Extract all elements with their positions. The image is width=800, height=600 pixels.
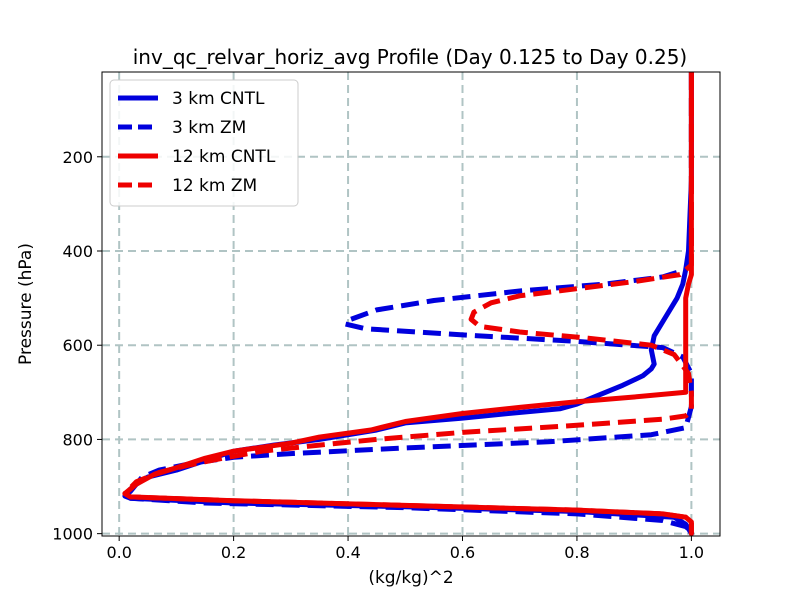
x-tick-label: 0.8 xyxy=(564,543,589,562)
x-tick-label: 0.6 xyxy=(450,543,475,562)
x-tick-label: 0.0 xyxy=(106,543,131,562)
x-tick-label: 0.4 xyxy=(335,543,360,562)
series-line-12-km-zm xyxy=(122,72,694,534)
x-tick-label: 1.0 xyxy=(679,543,704,562)
x-tick-label: 0.2 xyxy=(221,543,246,562)
legend-label: 3 km ZM xyxy=(172,118,246,138)
y-tick-label: 200 xyxy=(62,148,93,167)
series-lines xyxy=(122,72,694,536)
legend-label: 12 km ZM xyxy=(172,176,257,196)
y-axis-label: Pressure (hPa) xyxy=(16,243,36,365)
y-tick-label: 600 xyxy=(62,336,93,355)
x-axis-label: (kg/kg)^2 xyxy=(368,568,453,588)
legend: 3 km CNTL 3 km ZM 12 km CNTL 12 km ZM xyxy=(109,79,299,207)
chart-title: inv_qc_relvar_horiz_avg Profile (Day 0.1… xyxy=(133,45,687,69)
axis-ticks: 0.0 0.2 0.4 0.6 0.8 1.0 200 400 600 800 1000 xyxy=(52,148,704,562)
y-tick-label: 800 xyxy=(62,430,93,449)
legend-box xyxy=(109,79,299,207)
plot-frame xyxy=(101,71,721,537)
legend-label: 12 km CNTL xyxy=(172,147,276,167)
legend-label: 3 km CNTL xyxy=(172,89,265,109)
y-tick-label: 1000 xyxy=(52,525,93,544)
y-tick-label: 400 xyxy=(62,242,93,261)
